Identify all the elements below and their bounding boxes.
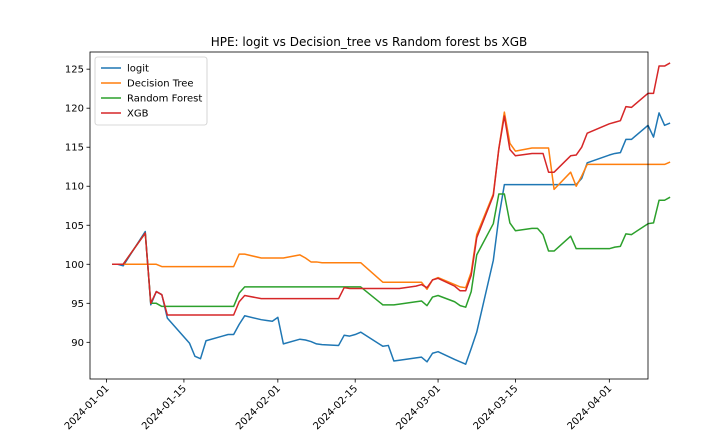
y-tick-label: 125: [65, 65, 84, 76]
y-tick-label: 100: [65, 260, 84, 271]
y-tick-label: 115: [65, 143, 84, 154]
series-layer: [112, 62, 671, 365]
legend-box: [94, 56, 208, 126]
legend-label: logit: [127, 64, 149, 75]
series-line-xgb: [112, 62, 671, 316]
legend-label: XGB: [127, 109, 149, 120]
y-tick-label: 90: [71, 338, 84, 349]
y-tick-label: 120: [65, 104, 84, 115]
axes-frame: [89, 51, 649, 380]
legend-label: Random Forest: [127, 94, 202, 105]
chart-title: HPE: logit vs Decision_tree vs Random fo…: [211, 35, 528, 49]
y-tick-label: 110: [65, 182, 84, 193]
legend: logit Decision Tree Random Forest XGB: [94, 56, 208, 126]
y-tick-label: 95: [71, 299, 84, 310]
legend-label: Decision Tree: [127, 79, 194, 90]
series-line-decision-tree: [112, 111, 671, 290]
series-line-random-forest: [112, 193, 671, 308]
y-tick-label: 105: [65, 221, 84, 232]
